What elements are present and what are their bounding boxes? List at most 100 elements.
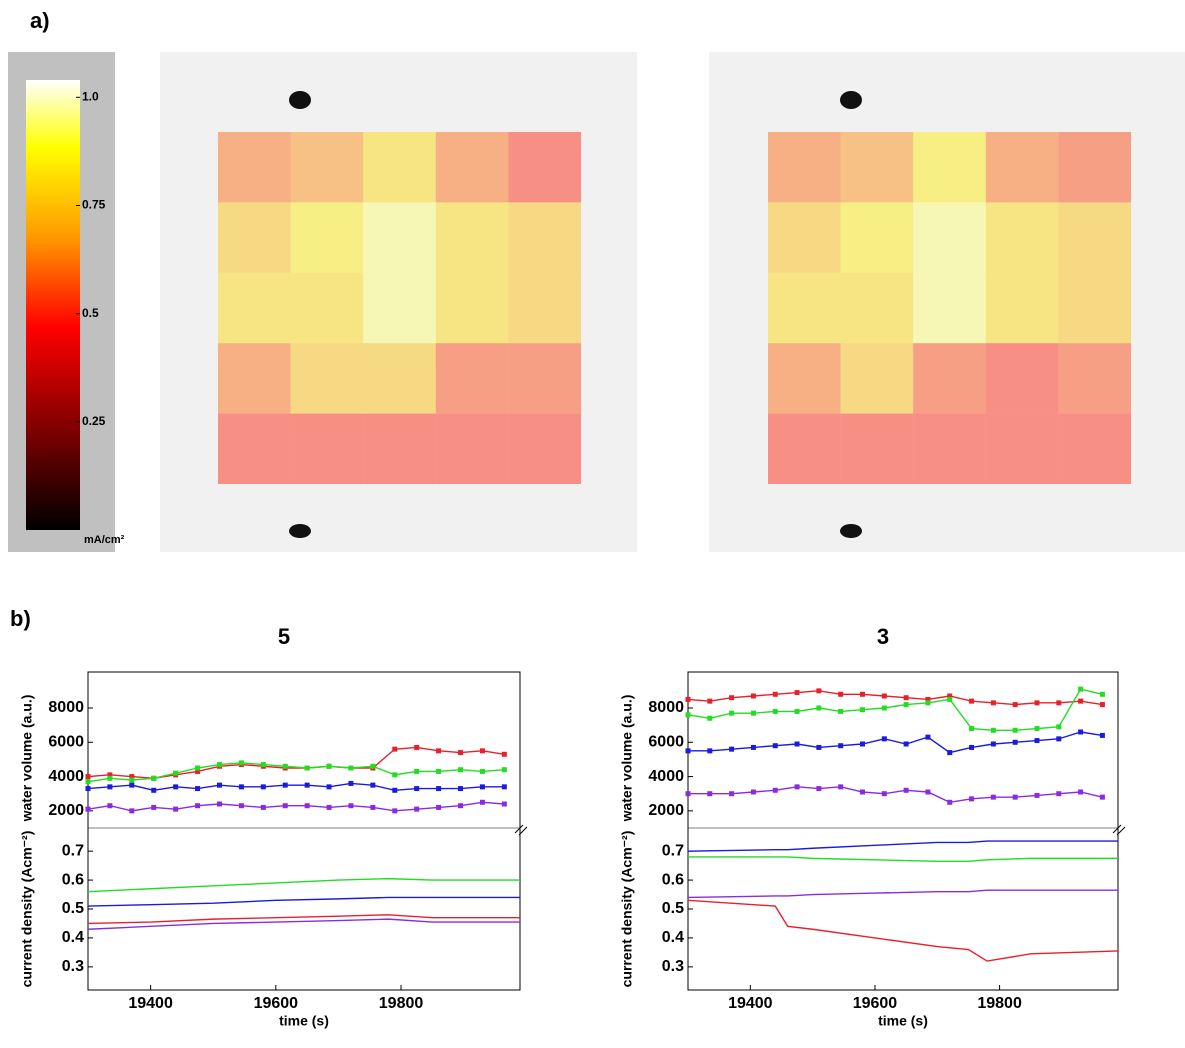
y2-tick-label: 0.7 xyxy=(662,842,684,859)
series-marker xyxy=(326,784,332,790)
x-axis-label: time (s) xyxy=(279,1013,329,1029)
heatmap-cell xyxy=(768,132,841,203)
series-marker xyxy=(947,799,953,805)
series-marker xyxy=(707,715,713,721)
series-line xyxy=(87,762,505,783)
colorbar xyxy=(26,80,80,530)
series-line xyxy=(87,746,505,779)
series-marker xyxy=(838,743,844,749)
x-tick-label: 19400 xyxy=(728,995,773,1012)
series-marker xyxy=(370,782,376,788)
heatmap-cell xyxy=(840,132,914,203)
series-marker xyxy=(838,784,844,790)
series-marker xyxy=(969,726,975,732)
series-marker xyxy=(238,760,244,766)
image-spot xyxy=(840,524,862,538)
series-marker xyxy=(990,741,996,747)
series-marker xyxy=(195,768,201,774)
series-marker xyxy=(947,696,953,702)
heatmap-cell xyxy=(985,202,1059,273)
series-marker xyxy=(216,762,222,768)
heatmap-cell xyxy=(218,272,291,344)
series-marker xyxy=(238,803,244,809)
y-tick-label: 6000 xyxy=(48,734,84,751)
series-marker xyxy=(392,808,398,814)
series-marker xyxy=(436,804,442,810)
series-marker xyxy=(282,782,288,788)
series-marker xyxy=(1012,794,1018,800)
heatmap-cell xyxy=(290,343,364,414)
series-marker xyxy=(282,763,288,769)
series-marker xyxy=(392,746,398,752)
y-axis-label: water volume (a.u.) xyxy=(619,695,635,823)
y2-tick-label: 0.7 xyxy=(62,842,84,859)
heatmap-cell xyxy=(508,413,581,484)
series-line xyxy=(688,786,1103,804)
series-marker xyxy=(436,786,442,792)
y-tick-label: 4000 xyxy=(648,768,684,785)
series-marker xyxy=(794,708,800,714)
heatmap-cell xyxy=(913,202,986,273)
heatmap-cell xyxy=(218,343,291,414)
series-marker xyxy=(85,786,91,792)
series-marker xyxy=(859,741,865,747)
chart-title: 3 xyxy=(877,624,889,649)
heatmap-cell xyxy=(508,132,581,203)
series-marker xyxy=(881,705,887,711)
series-marker xyxy=(173,784,179,790)
heatmap-cell xyxy=(1058,202,1131,273)
series-line xyxy=(87,918,520,930)
axis-break-mark xyxy=(1112,824,1126,836)
series-marker xyxy=(729,695,735,701)
panel-label: a) xyxy=(30,8,50,33)
series-marker xyxy=(969,698,975,704)
series-marker xyxy=(392,787,398,793)
series-marker xyxy=(414,786,420,792)
series-line xyxy=(87,914,520,925)
series-line xyxy=(87,896,520,907)
series-marker xyxy=(129,808,135,814)
heatmap-cell xyxy=(913,132,986,203)
x-tick-label: 19800 xyxy=(379,995,424,1012)
plot-frame xyxy=(87,671,521,991)
heatmap-cell xyxy=(1058,343,1131,414)
series-line xyxy=(87,801,505,812)
image-background xyxy=(160,52,637,552)
heatmap-cell xyxy=(768,413,841,484)
series-marker xyxy=(685,748,691,754)
heatmap-cell xyxy=(435,413,509,484)
series-marker xyxy=(260,784,266,790)
heatmap-cell xyxy=(363,343,436,414)
series-marker xyxy=(85,806,91,812)
chart-title: 5 xyxy=(278,624,290,649)
series-marker xyxy=(838,708,844,714)
series-marker xyxy=(1034,738,1040,744)
y-tick-label: 8000 xyxy=(648,699,684,716)
series-marker xyxy=(479,768,485,774)
heatmap-cell xyxy=(1058,413,1131,484)
series-line xyxy=(687,889,1118,899)
heatmap-cell xyxy=(1058,272,1131,344)
series-marker xyxy=(436,748,442,754)
series-marker xyxy=(129,782,135,788)
series-marker xyxy=(107,775,113,781)
y2-tick-label: 0.3 xyxy=(62,958,84,975)
series-marker xyxy=(173,806,179,812)
heatmap-cell xyxy=(218,202,291,273)
series-marker xyxy=(195,803,201,809)
y2-tick-label: 0.4 xyxy=(662,929,684,946)
series-marker xyxy=(947,693,953,699)
series-marker xyxy=(479,748,485,754)
series-marker xyxy=(501,784,507,790)
colorbar-tick-label: 0.25 xyxy=(82,414,106,428)
series-marker xyxy=(816,786,822,792)
series-marker xyxy=(969,744,975,750)
series-marker xyxy=(370,763,376,769)
series-marker xyxy=(685,696,691,702)
series-marker xyxy=(1034,726,1040,732)
heatmap-cell xyxy=(363,202,436,273)
series-marker xyxy=(1099,794,1105,800)
series-marker xyxy=(326,763,332,769)
series-marker xyxy=(85,774,91,780)
